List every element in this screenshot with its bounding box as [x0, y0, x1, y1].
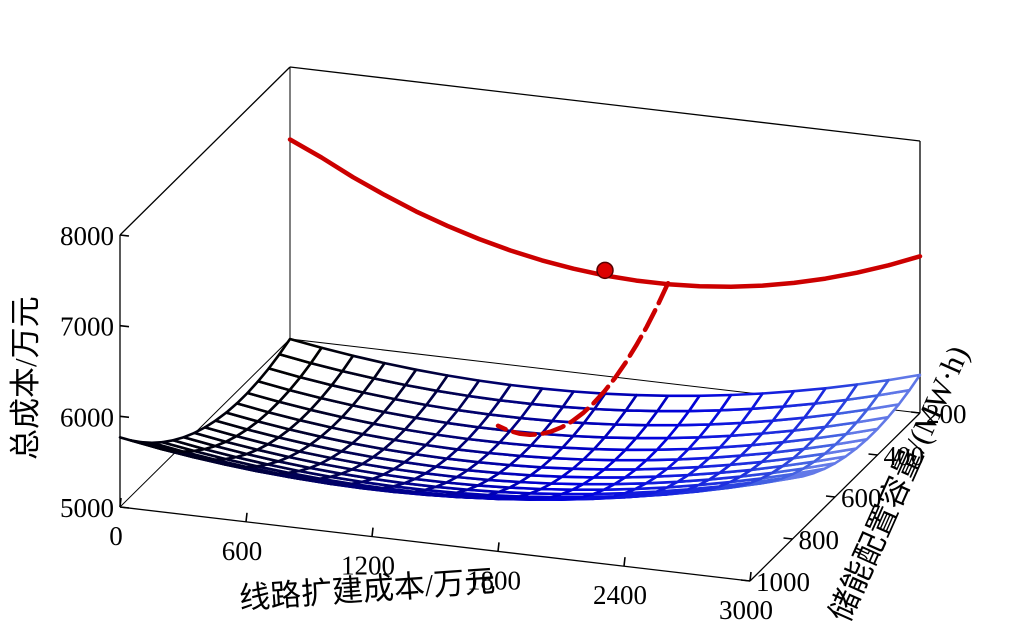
- surface-mesh: [118, 337, 922, 501]
- x-tick-label: 1800: [467, 565, 521, 595]
- axis-ticks: [119, 234, 921, 582]
- x-tick-label: 3000: [719, 595, 773, 625]
- z-tick-label: 7000: [60, 312, 114, 342]
- box-edge: [119, 506, 751, 582]
- x-tick-label: 600: [222, 536, 263, 566]
- z-tick: [119, 415, 130, 419]
- left-floor-edge: [119, 338, 291, 508]
- x-tick: [245, 512, 248, 522]
- y-tick-label: 200: [926, 399, 967, 429]
- x-tick: [623, 557, 626, 567]
- back-wall-edges: [289, 67, 921, 414]
- x-tick: [371, 527, 374, 537]
- y-tick-label: 1000: [756, 567, 810, 597]
- box-edge: [119, 66, 291, 236]
- optimum-point: [596, 261, 614, 280]
- y-tick: [910, 411, 921, 414]
- tick-labels: 0 600 1200 1800 2400 300020040060080010005000…: [60, 221, 967, 625]
- x-tick-label: 1200: [341, 551, 395, 581]
- y-tick: [783, 537, 793, 540]
- z-tick: [119, 506, 130, 509]
- surface-cell: [278, 337, 323, 365]
- z-tick-label: 5000: [60, 493, 114, 523]
- y-tick-label: 800: [799, 525, 840, 555]
- x-tick: [749, 571, 752, 582]
- axes-box: [119, 66, 921, 582]
- y-tick: [868, 453, 878, 456]
- z-tick-label: 6000: [60, 402, 114, 432]
- box-edge: [289, 66, 921, 142]
- z-axis-title: 总成本/万元: [8, 296, 43, 460]
- x-axis-title: 线路扩建成本/万元: [238, 563, 496, 616]
- y-tick-label: 600: [841, 483, 882, 513]
- x-tick-label: 0: [109, 521, 123, 551]
- highlight-curve-along_y: [495, 280, 671, 438]
- z-tick: [119, 234, 130, 237]
- y-tick: [740, 579, 751, 582]
- x-tick: [119, 497, 122, 508]
- z-tick: [119, 324, 130, 328]
- x-tick-label: 2400: [593, 580, 647, 610]
- z-tick-label: 8000: [60, 221, 114, 251]
- y-tick: [825, 495, 836, 498]
- y-tick-label: 400: [884, 441, 925, 471]
- x-tick: [497, 542, 500, 552]
- highlight-curves: [287, 137, 923, 438]
